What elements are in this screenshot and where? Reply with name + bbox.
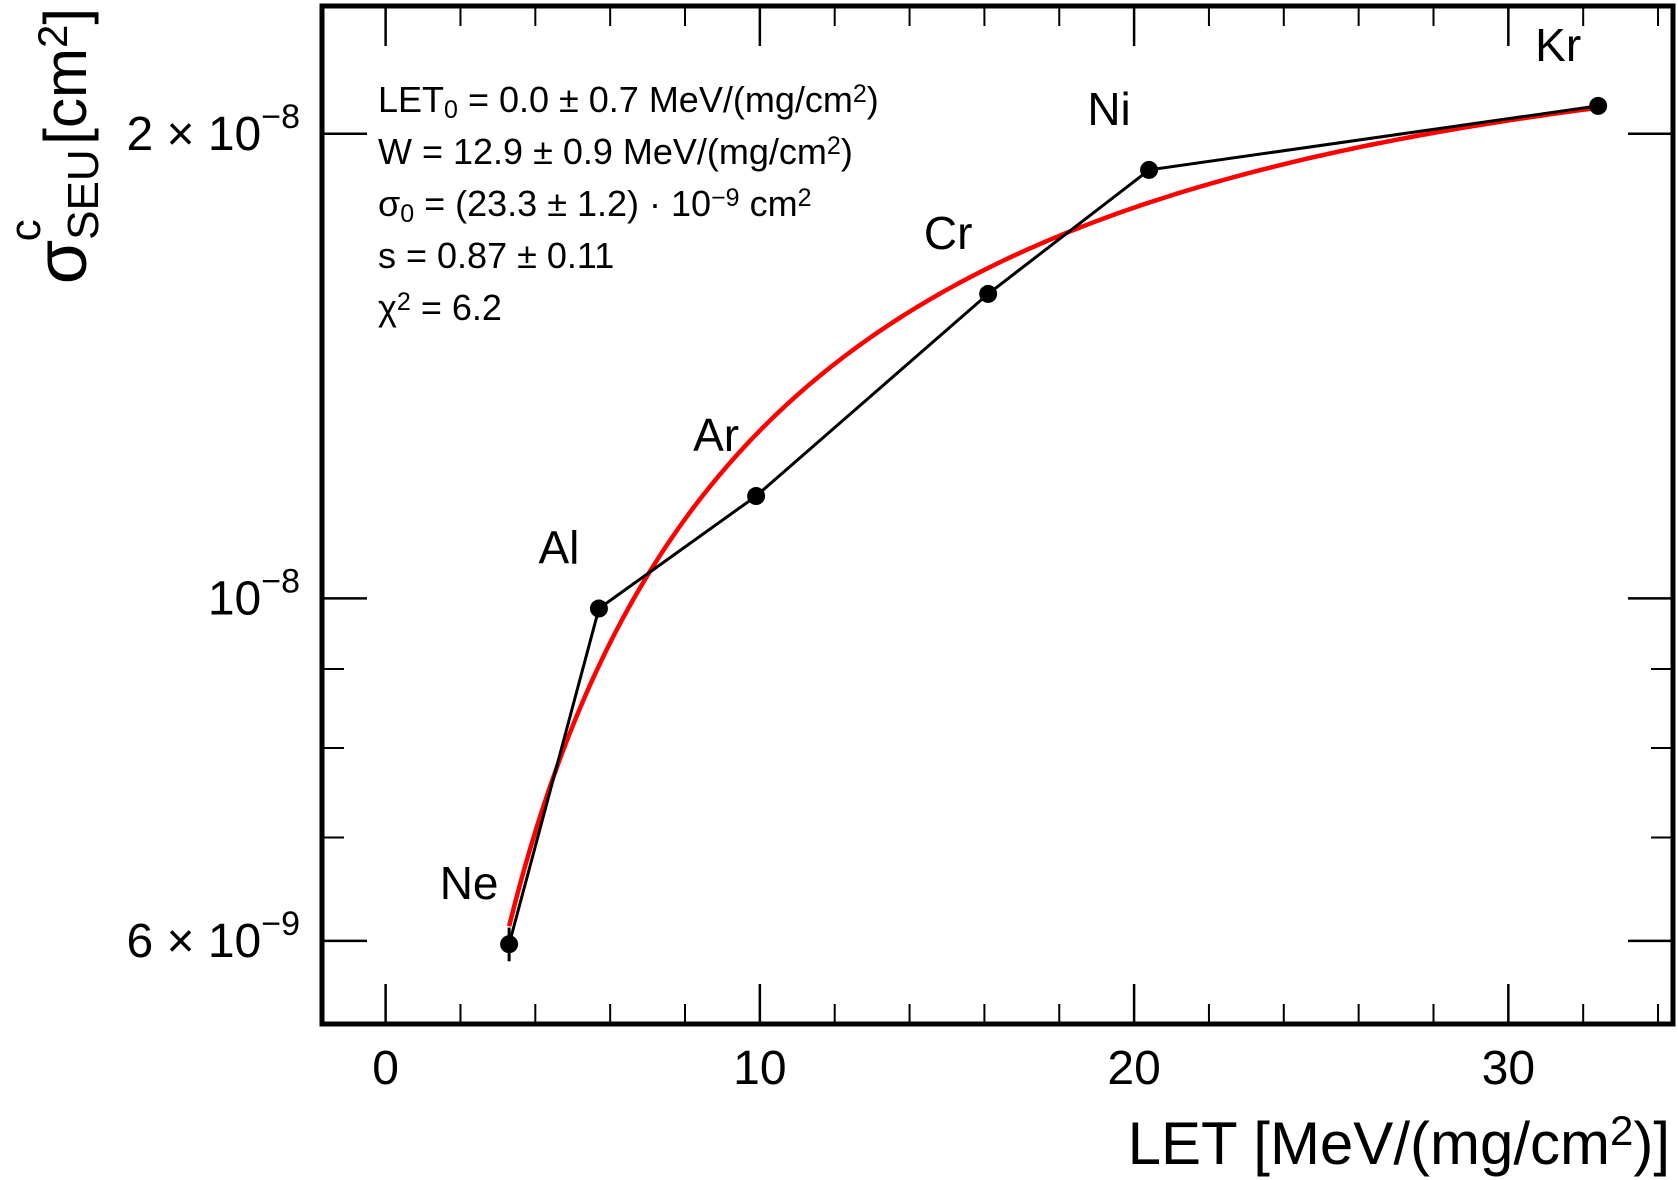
x-tick-label: 0: [372, 1042, 399, 1095]
fit-parameter-line: σ0 = (23.3 ± 1.2) · 10−9 cm2: [378, 183, 811, 228]
annotation-text: = 6.2: [411, 287, 502, 328]
y-axis-title-group: σSEU c [cm2]: [1, 8, 109, 284]
y-axis-title-unit-sup: 2: [29, 25, 76, 48]
x-tick-label: 20: [1107, 1042, 1160, 1095]
point-label: Al: [538, 522, 579, 574]
data-point: [747, 487, 766, 506]
y-tick-exponent: −8: [261, 98, 300, 136]
annotation-superscript: 2: [853, 80, 867, 108]
point-label: Ne: [440, 857, 499, 909]
fit-parameter-line: W = 12.9 ± 0.9 MeV/(mg/cm2): [378, 131, 853, 172]
fit-parameter-line: s = 0.87 ± 0.11: [378, 235, 614, 276]
data-line: [507, 104, 1599, 945]
x-axis-title-sup: 2: [1610, 1107, 1633, 1154]
fit-curve-layer: [506, 105, 1599, 927]
fit-curve: [506, 105, 1599, 927]
point-label: Ni: [1087, 83, 1130, 135]
annotation-text: = (23.3 ± 1.2) · 10: [414, 183, 711, 224]
y-tick-exponent: −9: [261, 905, 300, 943]
axis-titles: LET [MeV/(mg/cm2)]σSEUc [cm2]: [1, 8, 1670, 1177]
y-tick-exponent: −8: [261, 562, 300, 600]
annotation-subscript: 0: [444, 96, 458, 124]
axis-ticks: 0 10 20 306 × 10−910−82 × 10−8: [126, 6, 1673, 1095]
y-tick-label: 2 × 10−8: [126, 98, 300, 161]
fit-parameters-box: LET0 = 0.0 ± 0.7 MeV/(mg/cm2)W = 12.9 ± …: [378, 79, 879, 328]
y-axis-title-unit: [cm: [32, 48, 99, 161]
annotation-text: LET: [378, 79, 444, 120]
y-axis-title-subscript: SEU: [59, 149, 108, 239]
annotation-text: ): [841, 131, 853, 172]
x-axis-title-end: )]: [1633, 1110, 1670, 1177]
annotation-text: W = 12.9 ± 0.9 MeV/(mg/cm: [378, 131, 827, 172]
data-point: [589, 599, 608, 618]
y-tick-label: 6 × 10−9: [126, 905, 300, 968]
y-tick-mantissa: 2 × 10: [126, 108, 261, 161]
annotation-text: χ: [378, 287, 397, 328]
fit-parameter-line: LET0 = 0.0 ± 0.7 MeV/(mg/cm2): [378, 79, 879, 124]
annotation-superscript: 2: [827, 132, 841, 160]
y-tick-mantissa: 6 × 10: [126, 915, 261, 968]
data-point: [500, 935, 519, 954]
x-tick-label: 30: [1482, 1042, 1535, 1095]
annotation-superscript: 2: [798, 184, 812, 212]
x-tick-label: 10: [733, 1042, 786, 1095]
y-tick-label: 10−8: [208, 562, 300, 625]
annotation-text: cm: [740, 183, 798, 224]
data-point: [1140, 160, 1159, 179]
annotation-subscript: 0: [400, 200, 414, 228]
plot-frame: [319, 3, 1676, 1027]
data-series-layer: [500, 96, 1608, 962]
annotation-text: = 0.0 ± 0.7 MeV/(mg/cm: [458, 79, 853, 120]
point-label: Ar: [693, 409, 739, 461]
y-axis-title-superscript: c: [1, 219, 50, 241]
y-axis-title-symbol: σ: [22, 240, 102, 284]
point-label: Cr: [924, 207, 973, 259]
annotation-superscript: −9: [711, 184, 740, 212]
x-axis-title-main: LET [MeV/(mg/cm: [1128, 1110, 1610, 1177]
annotation-text: ): [867, 79, 879, 120]
y-tick-mantissa: 10: [208, 572, 261, 625]
point-label: Kr: [1535, 19, 1581, 71]
data-point: [979, 284, 998, 303]
y-axis-title: σSEU c [cm2]: [1, 8, 109, 284]
annotation-text: s = 0.87 ± 0.11: [378, 235, 614, 276]
y-axis-title-unit-end: ]: [32, 8, 99, 25]
annotation-text: σ: [378, 183, 400, 224]
annotation-superscript: 2: [397, 288, 411, 316]
x-axis-title: LET [MeV/(mg/cm2)]: [1128, 1107, 1670, 1177]
data-point: [1589, 96, 1608, 115]
point-labels: Ne Al Ar Cr Ni Kr: [440, 19, 1581, 909]
fit-parameter-line: χ2 = 6.2: [378, 287, 502, 328]
plot-area: [319, 3, 1676, 1027]
